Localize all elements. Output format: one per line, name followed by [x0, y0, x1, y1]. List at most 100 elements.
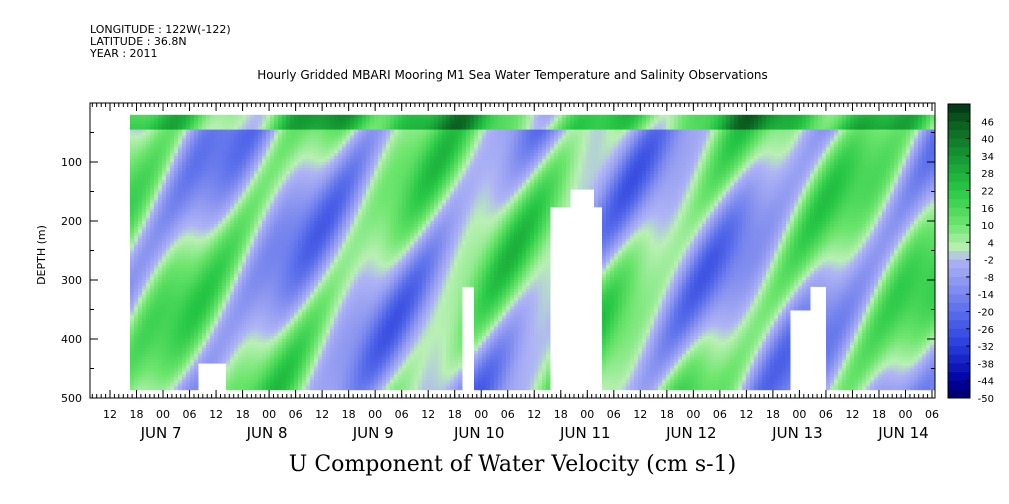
heat-cell — [222, 309, 227, 314]
heat-cell — [182, 117, 187, 122]
heat-cell — [154, 197, 159, 202]
heat-cell — [158, 347, 163, 352]
heat-cell — [254, 312, 259, 317]
heat-cell — [218, 356, 223, 361]
heat-cell — [158, 167, 163, 172]
heat-cell — [322, 291, 327, 296]
heat-cell — [318, 238, 323, 243]
heat-cell — [306, 212, 311, 217]
heat-cell — [154, 221, 159, 225]
heat-cell — [338, 344, 343, 349]
heat-cell — [194, 229, 199, 234]
heat-cell — [162, 291, 167, 296]
heat-cell — [210, 282, 215, 287]
heat-cell — [206, 336, 211, 341]
heat-cell — [286, 135, 291, 140]
heat-cell — [130, 368, 135, 373]
heat-cell — [138, 241, 143, 246]
heat-cell — [270, 247, 275, 252]
heat-cell — [146, 386, 151, 391]
heat-cell — [210, 353, 215, 358]
heat-cell — [166, 300, 171, 305]
heat-cell — [322, 182, 327, 187]
heat-cell — [170, 271, 175, 276]
heat-cell — [278, 277, 283, 281]
heat-cell — [334, 221, 339, 225]
heat-cell — [322, 353, 327, 358]
heat-cell — [266, 170, 271, 175]
heat-cell — [226, 327, 231, 332]
heat-cell — [270, 282, 275, 287]
heat-cell — [282, 330, 287, 335]
heat-cell — [286, 144, 291, 149]
heat-cell — [226, 365, 231, 370]
heat-cell — [234, 259, 239, 264]
heat-cell — [234, 377, 239, 382]
heat-cell — [326, 306, 331, 311]
heat-cell — [330, 300, 335, 305]
heat-cell — [282, 339, 287, 343]
heat-cell — [242, 265, 247, 270]
heat-cell — [194, 117, 199, 122]
heat-cell — [206, 188, 211, 193]
heat-cell — [166, 164, 171, 169]
heat-cell — [190, 265, 195, 270]
heat-cell — [162, 147, 167, 152]
heat-cell — [214, 147, 219, 152]
heat-cell — [334, 218, 339, 223]
heat-cell — [202, 288, 207, 293]
heat-cell — [230, 353, 235, 358]
heat-cell — [242, 206, 247, 211]
heat-cell — [206, 294, 211, 299]
heat-cell — [246, 200, 251, 205]
heat-cell — [174, 277, 179, 281]
heat-cell — [214, 173, 219, 178]
heat-cell — [174, 200, 179, 205]
heat-cell — [270, 203, 275, 208]
heat-cell — [338, 188, 343, 193]
heat-cell — [278, 339, 283, 343]
heat-cell — [298, 185, 303, 190]
heat-cell — [258, 277, 263, 281]
heat-cell — [230, 209, 235, 214]
heat-cell — [158, 173, 163, 178]
heat-cell — [310, 274, 315, 279]
heat-cell — [298, 271, 303, 276]
heat-cell — [198, 247, 203, 252]
heat-cell — [170, 371, 175, 376]
heat-cell — [318, 291, 323, 296]
heat-cell — [270, 256, 275, 261]
heat-cell — [186, 241, 191, 246]
heat-cell — [150, 336, 155, 341]
heat-cell — [230, 206, 235, 211]
heat-cell — [334, 285, 339, 290]
heat-cell — [178, 321, 183, 326]
heat-cell — [146, 173, 151, 178]
heat-cell — [134, 288, 139, 293]
heat-cell — [186, 309, 191, 314]
heat-cell — [318, 377, 323, 382]
heat-cell — [138, 262, 143, 267]
heat-cell — [186, 333, 191, 338]
heat-cell — [254, 365, 259, 370]
heat-cell — [310, 215, 315, 220]
heat-cell — [226, 377, 231, 382]
heat-cell — [198, 117, 203, 122]
heat-cell — [174, 371, 179, 376]
heat-cell — [302, 235, 307, 240]
heat-cell — [186, 221, 191, 225]
heat-cell — [322, 170, 327, 175]
heat-cell — [286, 126, 291, 131]
heat-cell — [286, 359, 291, 364]
heat-cell — [298, 117, 303, 122]
heat-cell — [218, 241, 223, 246]
heat-cell — [330, 176, 335, 181]
heat-cell — [234, 159, 239, 164]
heat-cell — [158, 147, 163, 152]
heat-cell — [162, 265, 167, 270]
heat-cell — [282, 277, 287, 281]
heat-cell — [162, 244, 167, 249]
heat-cell — [246, 244, 251, 249]
heat-cell — [302, 153, 307, 158]
heat-cell — [246, 309, 251, 314]
